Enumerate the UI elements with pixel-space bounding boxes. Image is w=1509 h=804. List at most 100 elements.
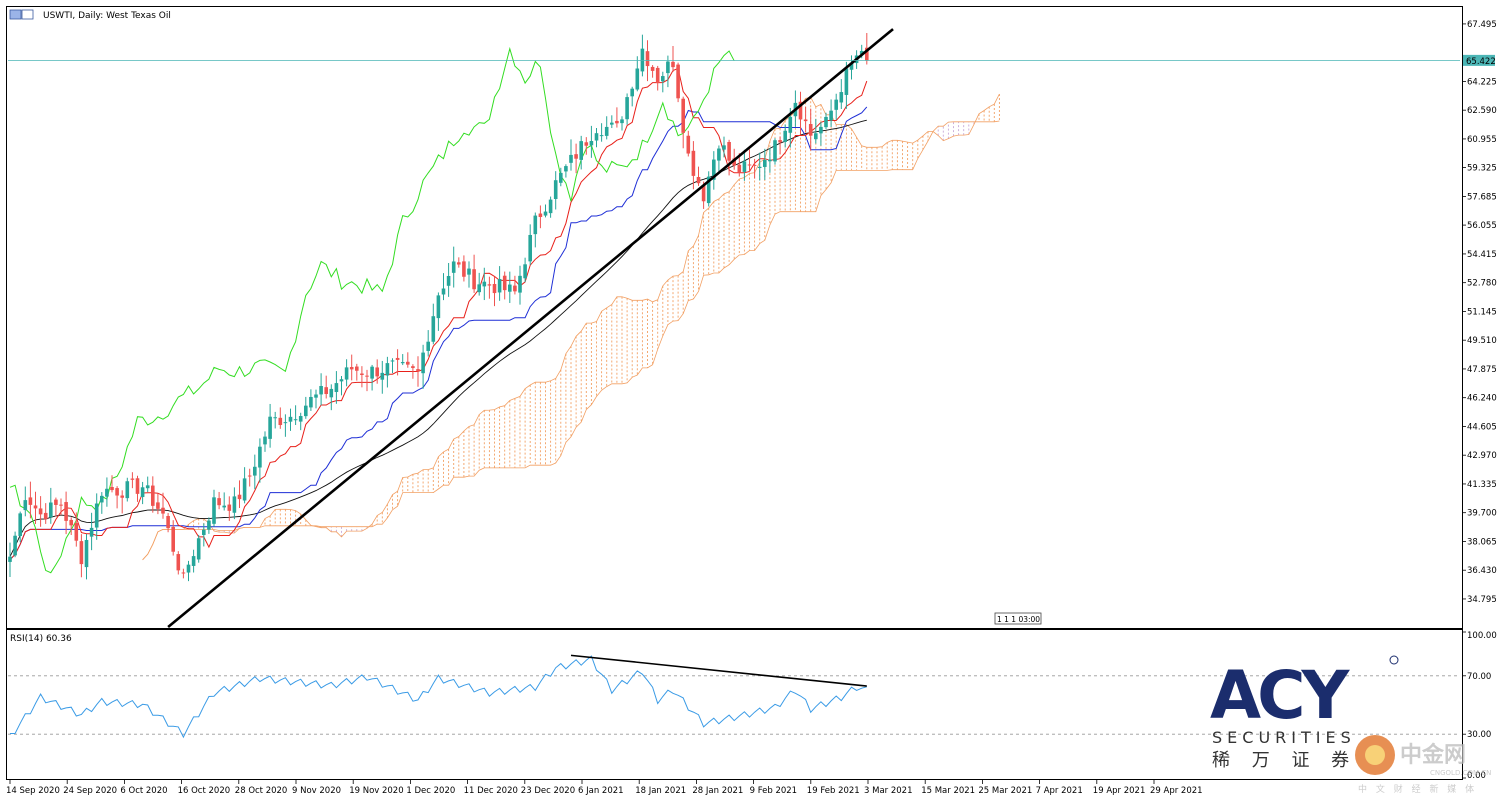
- candle: [100, 492, 104, 514]
- date-label: 1 Dec 2020: [406, 786, 455, 796]
- current-price-text: 65.422: [1466, 57, 1496, 67]
- candle: [181, 568, 186, 579]
- overlay: [8, 28, 1460, 629]
- candle: [242, 467, 247, 504]
- price-tick-label: 54.415: [1467, 250, 1497, 260]
- support-trendline: [167, 28, 894, 629]
- current-price-tag: [1463, 54, 1495, 66]
- candle: [38, 496, 43, 527]
- chart-window-icon-bar: [21, 9, 34, 20]
- candle: [89, 512, 94, 551]
- date-label: 14 Sep 2020: [6, 786, 60, 796]
- price-tick-label: 42.970: [1467, 451, 1497, 461]
- candle: [49, 487, 53, 524]
- candle: [355, 363, 359, 381]
- candle: [778, 136, 782, 155]
- candle: [727, 139, 731, 176]
- candle: [268, 403, 272, 448]
- chart-title: USWTI, Daily: West Texas Oil: [43, 11, 171, 21]
- candle: [140, 481, 145, 505]
- candle: [426, 330, 430, 357]
- candle: [186, 560, 191, 582]
- date-label: 3 Mar 2021: [864, 786, 912, 796]
- candle: [135, 475, 140, 502]
- candle: [130, 472, 135, 489]
- date-label: 7 Apr 2021: [1036, 786, 1083, 796]
- candle: [839, 79, 844, 110]
- candle: [33, 491, 38, 525]
- candle: [23, 486, 28, 517]
- candle: [763, 148, 767, 180]
- candle: [171, 520, 175, 556]
- date-label: 11 Dec 2020: [464, 786, 518, 796]
- candle: [293, 405, 298, 426]
- candle: [594, 128, 599, 148]
- candle: [349, 354, 354, 381]
- candle: [487, 276, 492, 299]
- candle: [360, 366, 364, 388]
- candle: [564, 164, 568, 178]
- date-label: 16 Oct 2020: [178, 786, 231, 796]
- candle: [319, 373, 323, 406]
- candle: [110, 475, 114, 493]
- candle: [696, 166, 701, 186]
- candle: [722, 136, 726, 158]
- date-label: 18 Jan 2021: [635, 786, 686, 796]
- candle: [207, 517, 211, 534]
- time-marker-text: 1 1 1 03:00: [997, 615, 1040, 624]
- candle: [339, 376, 344, 396]
- candle: [681, 96, 685, 149]
- rsi-divergence-line: [570, 654, 867, 687]
- candle: [166, 512, 170, 533]
- candle: [176, 551, 181, 575]
- candle: [237, 480, 242, 509]
- candle: [589, 125, 594, 158]
- candle: [395, 349, 400, 376]
- date-axis: 14 Sep 2020 24 Sep 2020 6 Oct 2020 16 Oct 2…: [6, 780, 1203, 796]
- candle: [151, 476, 155, 513]
- candle: [329, 384, 334, 411]
- candle: [8, 542, 12, 578]
- candle: [528, 224, 532, 265]
- candle: [247, 468, 252, 487]
- kijun-line: [9, 106, 868, 561]
- price-tick-label: 49.510: [1467, 336, 1497, 346]
- candle: [298, 412, 303, 431]
- candle: [803, 106, 808, 133]
- candle: [666, 55, 670, 88]
- candle: [834, 93, 838, 120]
- candle: [416, 356, 420, 387]
- candle: [819, 121, 823, 146]
- candle: [253, 454, 257, 490]
- candle: [411, 364, 415, 379]
- candle: [222, 492, 226, 511]
- candle: [105, 477, 109, 507]
- candle: [523, 257, 527, 283]
- acy-logo: ACY SECURITIES 稀 万 证 券: [1210, 655, 1399, 771]
- candle: [849, 55, 854, 80]
- price-tick-label: 39.700: [1467, 509, 1497, 519]
- candle: [84, 534, 89, 580]
- candle: [559, 167, 563, 187]
- candle: [196, 534, 201, 563]
- candle: [385, 356, 390, 388]
- candle: [28, 481, 33, 519]
- securities-text: SECURITIES: [1212, 728, 1356, 747]
- senkou-span-a: [142, 93, 1000, 561]
- candle: [747, 149, 752, 173]
- price-tick-label: 56.055: [1467, 221, 1497, 231]
- price-tick-label: 60.955: [1467, 135, 1497, 145]
- candle: [202, 523, 206, 547]
- candle: [742, 149, 747, 181]
- candle: [156, 493, 160, 515]
- candle: [43, 503, 48, 524]
- candle: [625, 93, 629, 125]
- rsi-tick-label: 0.00: [1467, 771, 1486, 781]
- candle: [446, 263, 451, 297]
- candle: [375, 359, 379, 384]
- candle: [824, 112, 828, 130]
- candle: [120, 490, 124, 514]
- rsi-tick-label: 30.00: [1467, 730, 1491, 740]
- price-tick-label: 46.240: [1467, 394, 1497, 404]
